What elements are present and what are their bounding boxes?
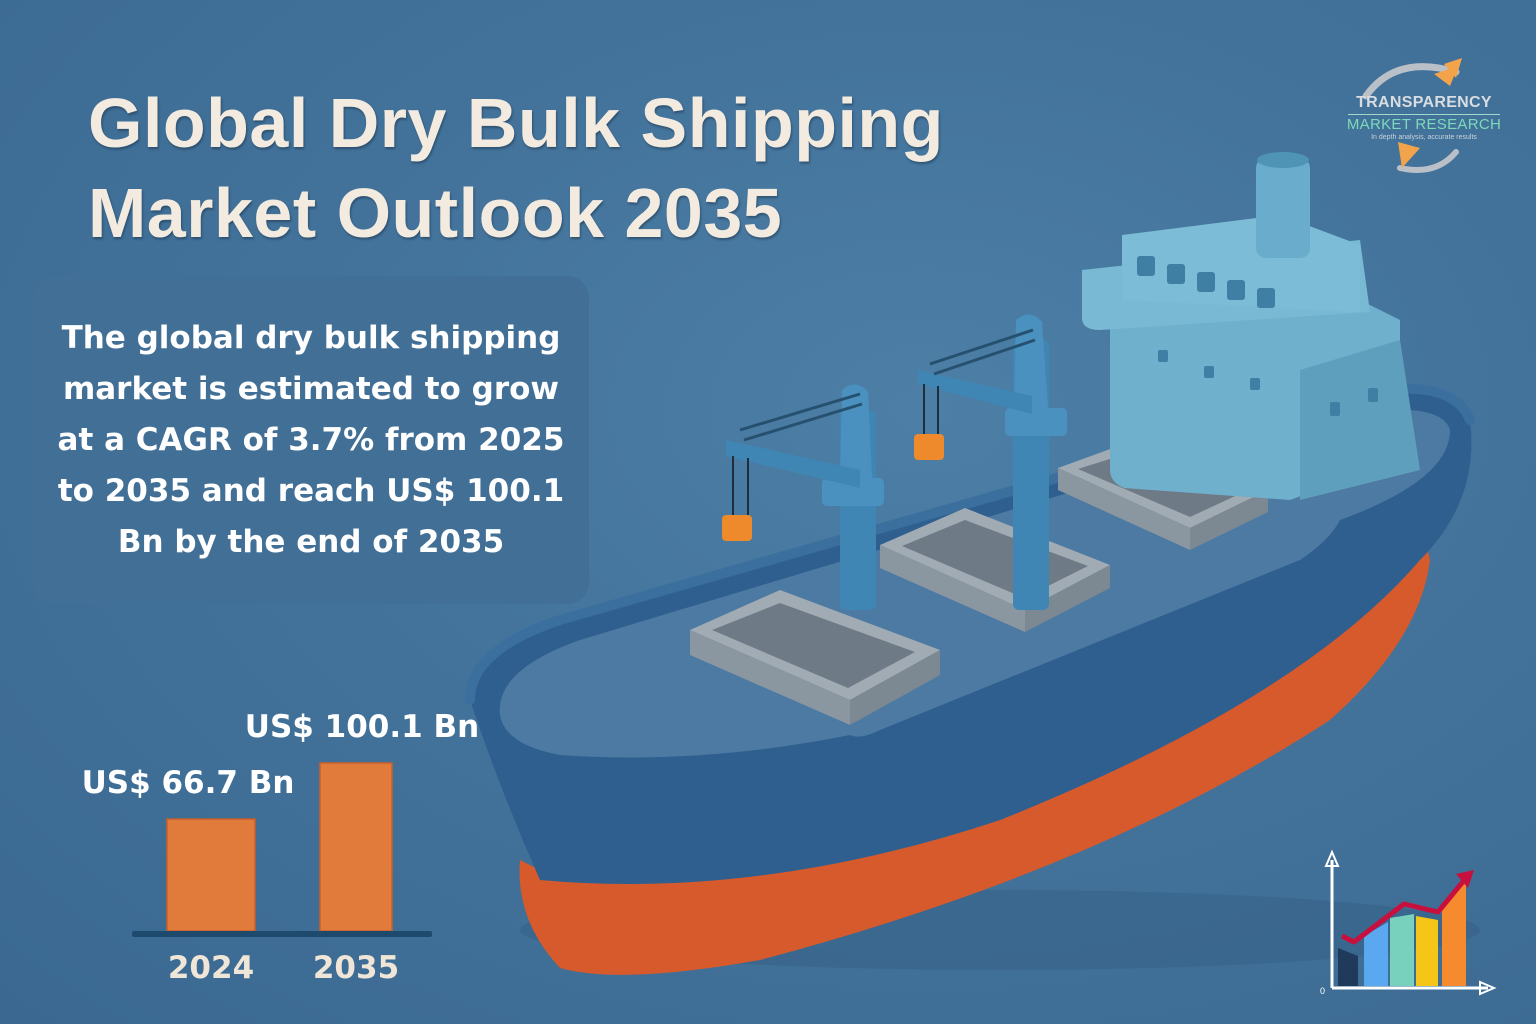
deck-cranes xyxy=(722,314,1067,610)
icon-trend-arrowhead xyxy=(1456,870,1474,888)
icon-x-arrow xyxy=(1479,980,1497,996)
hull-lower xyxy=(519,520,1430,975)
icon-bar-1 xyxy=(1338,948,1358,986)
title-line-2: Market Outlook 2035 xyxy=(88,174,783,252)
bar-value-label-2035: US$ 100.1 Bn xyxy=(245,709,479,745)
icon-origin-label: 0 xyxy=(1320,986,1325,996)
page-title: Global Dry Bulk Shipping Market Outlook … xyxy=(88,78,944,258)
icon-bar-3 xyxy=(1390,914,1414,986)
icon-bar-4 xyxy=(1416,916,1438,986)
category-label-2024: 2024 xyxy=(168,950,254,986)
icon-bars xyxy=(1338,882,1466,986)
icon-bar-2 xyxy=(1364,922,1388,986)
ship-superstructure xyxy=(1082,152,1420,500)
logo-text-transparency: TRANSPARENCY xyxy=(1356,94,1492,111)
icon-bar-5 xyxy=(1442,882,1466,986)
transparency-market-research-logo: TRANSPARENCY MARKET RESEARCH In depth an… xyxy=(1336,56,1506,176)
icon-y-arrow xyxy=(1324,849,1340,867)
growth-chart-icon: 0 xyxy=(1320,849,1497,996)
summary-box: The global dry bulk shipping market is e… xyxy=(33,276,589,604)
category-label-2035: 2035 xyxy=(313,950,399,986)
title-line-1: Global Dry Bulk Shipping xyxy=(88,84,944,162)
chart-baseline xyxy=(132,931,432,937)
crane-hook-2 xyxy=(914,434,944,460)
bar-2035 xyxy=(319,762,393,932)
logo-text-market-research: MARKET RESEARCH xyxy=(1346,116,1502,133)
logo-tagline: In depth analysis, accurate results xyxy=(1371,134,1477,141)
icon-trend-line xyxy=(1340,876,1468,945)
logo-swoosh-icon xyxy=(1362,58,1462,173)
logo-divider xyxy=(1348,114,1500,115)
bar-2024 xyxy=(166,818,256,932)
summary-text: The global dry bulk shipping market is e… xyxy=(57,319,565,560)
crane-hook-1 xyxy=(722,515,752,541)
bar-value-label-2024: US$ 66.7 Bn xyxy=(82,765,295,801)
